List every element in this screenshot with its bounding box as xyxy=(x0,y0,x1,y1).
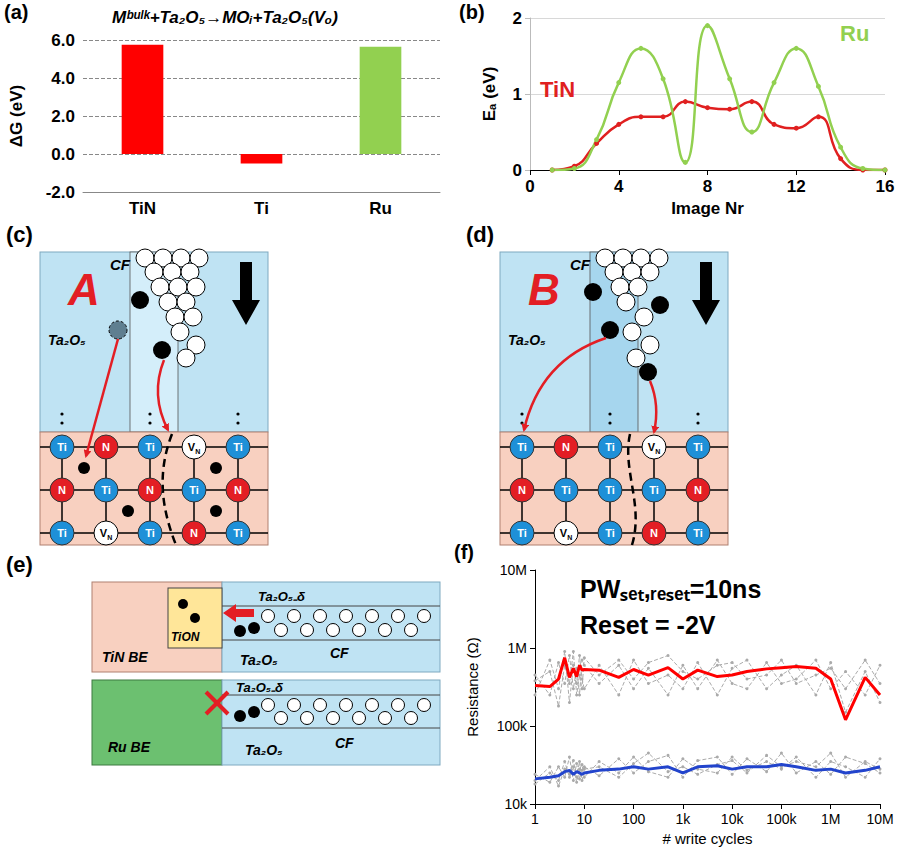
svg-text:Ti: Ti xyxy=(145,441,155,453)
svg-text:A: A xyxy=(67,265,100,314)
svg-text:VN: VN xyxy=(188,441,200,455)
svg-text:# write cycles: # write cycles xyxy=(662,830,752,847)
svg-text:16: 16 xyxy=(876,177,895,196)
svg-text:Ru BE: Ru BE xyxy=(108,739,151,755)
svg-text:Ti: Ti xyxy=(101,484,111,496)
svg-text:Ti: Ti xyxy=(254,199,269,218)
svg-text:2.0: 2.0 xyxy=(51,107,75,126)
svg-text:Ti: Ti xyxy=(57,527,67,539)
svg-text:1: 1 xyxy=(531,811,539,827)
svg-text:100: 100 xyxy=(622,811,646,827)
svg-text:CF: CF xyxy=(335,735,354,751)
svg-text:N: N xyxy=(102,441,110,453)
svg-text:10M: 10M xyxy=(866,811,893,827)
svg-text:1M: 1M xyxy=(821,811,840,827)
svg-text:N: N xyxy=(190,527,198,539)
svg-text:N: N xyxy=(694,484,702,496)
svg-text:Ti: Ti xyxy=(145,527,155,539)
svg-text:Ti: Ti xyxy=(693,527,703,539)
svg-text:10: 10 xyxy=(576,811,592,827)
svg-text:Ti: Ti xyxy=(561,484,571,496)
svg-text:N: N xyxy=(234,484,242,496)
svg-text:Ti: Ti xyxy=(693,441,703,453)
svg-text:Ti: Ti xyxy=(57,441,67,453)
svg-text:6.0: 6.0 xyxy=(51,31,75,50)
svg-text:(f): (f) xyxy=(454,541,474,563)
svg-text:(b): (b) xyxy=(459,1,485,23)
svg-text:ΔG (eV): ΔG (eV) xyxy=(7,85,26,147)
svg-text:10M: 10M xyxy=(500,562,527,578)
svg-text:Ta₂O₅: Ta₂O₅ xyxy=(48,332,86,348)
svg-text:1M: 1M xyxy=(508,640,527,656)
svg-text:Ti: Ti xyxy=(189,484,199,496)
svg-text:TiN: TiN xyxy=(129,199,156,218)
svg-text:Ti: Ti xyxy=(517,527,527,539)
svg-text:0: 0 xyxy=(513,161,522,180)
svg-text:(c): (c) xyxy=(6,222,33,247)
svg-text:TiN BE: TiN BE xyxy=(102,649,148,665)
svg-text:12: 12 xyxy=(787,177,806,196)
svg-text:(a): (a) xyxy=(4,1,28,23)
svg-text:N: N xyxy=(58,484,66,496)
svg-text:Ru: Ru xyxy=(840,21,869,46)
svg-text:Ti: Ti xyxy=(233,527,243,539)
svg-text:4: 4 xyxy=(614,177,624,196)
svg-text:10k: 10k xyxy=(721,811,745,827)
svg-text:Ta₂O₅₋δ: Ta₂O₅₋δ xyxy=(258,589,305,604)
svg-text:1k: 1k xyxy=(675,811,691,827)
svg-text:0: 0 xyxy=(525,177,534,196)
svg-text:(d): (d) xyxy=(466,222,494,247)
svg-text:Ti: Ti xyxy=(605,527,615,539)
svg-text:1: 1 xyxy=(513,85,522,104)
svg-text:N: N xyxy=(146,484,154,496)
svg-text:N: N xyxy=(518,484,526,496)
svg-text:N: N xyxy=(562,441,570,453)
svg-text:Ti: Ti xyxy=(233,441,243,453)
svg-text:Ta₂O₅: Ta₂O₅ xyxy=(240,652,278,668)
svg-text:Ti: Ti xyxy=(605,441,615,453)
svg-text:N: N xyxy=(650,527,658,539)
svg-text:100k: 100k xyxy=(497,718,528,734)
svg-text:Resistance (Ω): Resistance (Ω) xyxy=(464,637,481,737)
svg-text:TiN: TiN xyxy=(540,77,575,102)
svg-text:10k: 10k xyxy=(504,796,528,812)
svg-text:8: 8 xyxy=(703,177,712,196)
svg-text:Reset = -2V: Reset = -2V xyxy=(580,611,716,639)
svg-text:4.0: 4.0 xyxy=(51,69,75,88)
svg-text:Ta₂O₅₋δ: Ta₂O₅₋δ xyxy=(236,680,283,695)
svg-text:CF: CF xyxy=(330,645,349,661)
svg-text:TiON: TiON xyxy=(171,630,200,644)
svg-text:Ta₂O₅: Ta₂O₅ xyxy=(245,742,283,758)
svg-text:Mᵇᵘˡᵏ+Ta₂O₅→MOᵢ+Ta₂O₅(Vₒ): Mᵇᵘˡᵏ+Ta₂O₅→MOᵢ+Ta₂O₅(Vₒ) xyxy=(112,8,338,27)
svg-text:Image Nr: Image Nr xyxy=(671,199,744,218)
svg-text:0.0: 0.0 xyxy=(51,145,75,164)
svg-text:PWₛₑₜ,ᵣₑₛₑₜ=10ns: PWₛₑₜ,ᵣₑₛₑₜ=10ns xyxy=(580,575,761,603)
svg-text:Ti: Ti xyxy=(605,484,615,496)
svg-text:(e): (e) xyxy=(6,552,33,577)
svg-text:Eₐ (eV): Eₐ (eV) xyxy=(480,67,499,122)
svg-text:Ru: Ru xyxy=(369,199,392,218)
svg-text:2: 2 xyxy=(513,9,522,28)
svg-text:-2.0: -2.0 xyxy=(46,183,75,202)
svg-text:100k: 100k xyxy=(766,811,797,827)
svg-text:VN: VN xyxy=(560,527,572,541)
svg-text:VN: VN xyxy=(100,527,112,541)
svg-text:Ta₂O₅: Ta₂O₅ xyxy=(508,332,546,348)
svg-text:Ti: Ti xyxy=(517,441,527,453)
svg-text:Ti: Ti xyxy=(649,484,659,496)
svg-text:CF: CF xyxy=(110,256,131,273)
svg-text:B: B xyxy=(528,265,560,314)
svg-text:CF: CF xyxy=(570,256,591,273)
svg-text:VN: VN xyxy=(648,441,660,455)
